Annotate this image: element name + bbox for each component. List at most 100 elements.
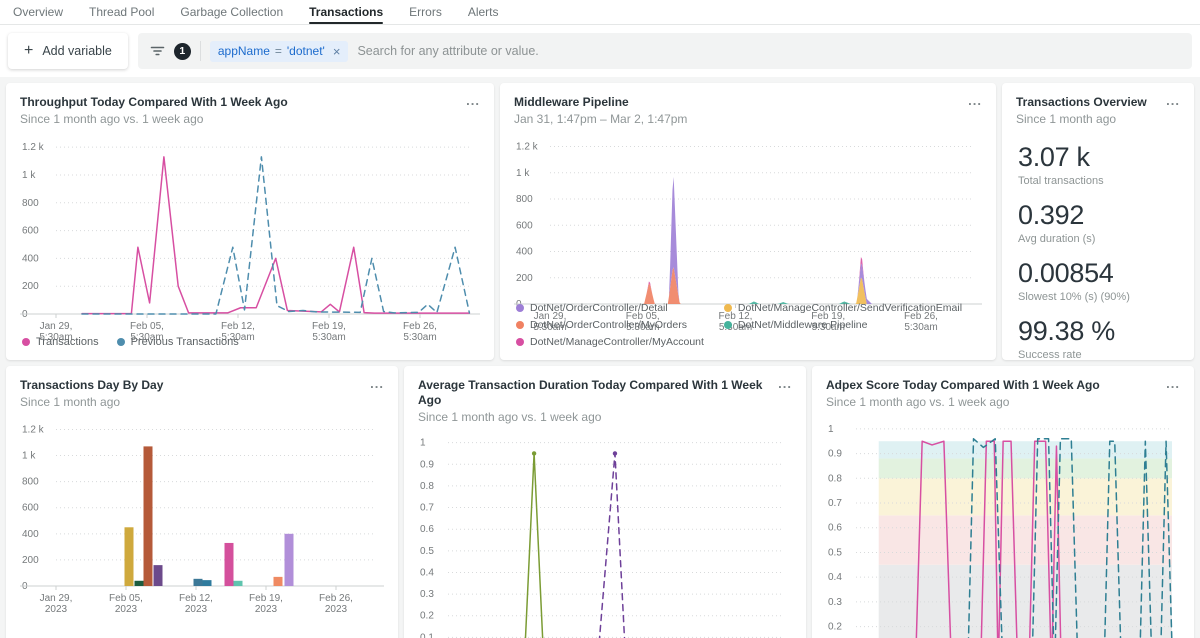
svg-text:800: 800 [22,198,39,209]
panel-title: Average Transaction Duration Today Compa… [418,378,770,408]
svg-text:1 k: 1 k [22,170,36,181]
legend-item[interactable]: DotNet/OrderController/Detail [516,302,704,314]
svg-text:Feb 12,: Feb 12, [221,321,255,332]
panel-subtitle: Since 1 month ago vs. 1 week ago [826,395,1100,409]
svg-text:Feb 26,: Feb 26, [403,321,437,332]
legend-dot-icon [516,321,524,329]
billboard: 3.07 k Total transactions 0.392 Avg dura… [1016,130,1180,360]
svg-text:0.3: 0.3 [828,597,842,608]
svg-text:0.3: 0.3 [420,589,434,600]
svg-text:200: 200 [22,281,39,292]
svg-text:0.4: 0.4 [828,572,842,583]
svg-text:0.8: 0.8 [828,473,842,484]
svg-text:2023: 2023 [45,604,68,615]
svg-text:Feb 26,: Feb 26, [319,593,353,604]
panel-subtitle: Jan 31, 1:47pm – Mar 2, 1:47pm [514,112,687,126]
svg-text:800: 800 [22,477,39,488]
svg-text:0.2: 0.2 [420,611,434,622]
svg-text:400: 400 [22,253,39,264]
filter-funnel-icon[interactable] [150,44,165,58]
panel-day-by-day: Transactions Day By Day Since 1 month ag… [6,366,398,638]
svg-text:1 k: 1 k [516,168,530,179]
panel-menu-button[interactable]: ... [362,378,384,388]
svg-text:1.2 k: 1.2 k [22,424,45,435]
chart-canvas: 02004006008001 k1.2 kJan 29,5:30amFeb 05… [20,130,480,344]
panel-subtitle: Since 1 month ago vs. 1 week ago [418,410,770,424]
legend-item[interactable]: Transactions [22,336,99,348]
metric-value: 3.07 k [1018,142,1180,173]
panel-subtitle: Since 1 month ago vs. 1 week ago [20,112,288,126]
svg-text:1: 1 [828,424,834,435]
panel-middleware-pipeline: Middleware Pipeline Jan 31, 1:47pm – Mar… [500,83,996,360]
middleware-chart: 02004006008001 k1.2 kJan 29,5:30amFeb 05… [514,130,982,298]
day-by-day-chart: 02004006008001 k1.2 kJan 29,2023Feb 05,2… [20,413,384,638]
svg-text:0.9: 0.9 [828,449,842,460]
add-variable-label: Add variable [42,44,112,58]
tab-overview[interactable]: Overview [13,0,63,24]
filter-chip[interactable]: appName = 'dotnet' × [210,41,349,62]
chip-value: 'dotnet' [287,44,325,58]
tab-garbage-collection[interactable]: Garbage Collection [180,0,283,24]
svg-text:0.8: 0.8 [420,481,434,492]
attribute-search-input[interactable] [357,44,1180,58]
panel-menu-button[interactable]: ... [458,95,480,105]
tab-transactions[interactable]: Transactions [309,0,383,24]
metric-success-rate: 99.38 % Success rate [1018,316,1180,360]
svg-text:2023: 2023 [255,604,278,615]
legend-item[interactable]: DotNet/ManageController/MyAccount [516,336,704,348]
add-variable-button[interactable]: + Add variable [8,33,128,69]
panel-menu-button[interactable]: ... [1158,378,1180,388]
svg-text:Feb 19,: Feb 19, [312,321,346,332]
legend-item[interactable]: Previous Transactions [117,336,239,348]
svg-text:0.7: 0.7 [828,498,842,509]
middleware-legend: DotNet/OrderController/Detail DotNet/Orde… [514,298,982,348]
tab-thread-pool[interactable]: Thread Pool [89,0,154,24]
svg-text:600: 600 [516,220,533,231]
filter-bar: 1 appName = 'dotnet' × [138,33,1192,69]
chip-close-icon[interactable]: × [333,44,341,59]
tab-alerts[interactable]: Alerts [468,0,499,24]
panel-transactions-overview: Transactions Overview Since 1 month ago … [1002,83,1194,360]
metric-value: 99.38 % [1018,316,1180,347]
metric-value: 0.00854 [1018,258,1180,289]
chip-operator: = [275,44,282,58]
svg-text:0.6: 0.6 [828,523,842,534]
svg-text:2023: 2023 [325,604,348,615]
chart-canvas: 00.10.20.30.40.50.60.70.80.91Jan 29,5:30… [418,428,792,638]
metric-label: Total transactions [1018,175,1180,187]
legend-item[interactable]: DotNet/ManageController/SendVerification… [724,302,962,314]
panel-menu-button[interactable]: ... [1158,95,1180,105]
panel-subtitle: Since 1 month ago [1016,112,1147,126]
svg-text:1.2 k: 1.2 k [516,142,539,153]
svg-text:1 k: 1 k [22,451,36,462]
throughput-legend: Transactions Previous Transactions [20,332,480,348]
svg-text:2023: 2023 [185,604,208,615]
panel-menu-button[interactable]: ... [960,95,982,105]
panel-title: Middleware Pipeline [514,95,687,110]
legend-item[interactable]: DotNet/OrderController/MyOrders [516,319,704,331]
dashboard-board: Throughput Today Compared With 1 Week Ag… [0,77,1200,638]
svg-text:200: 200 [516,273,533,284]
tab-errors[interactable]: Errors [409,0,442,24]
legend-dot-icon [724,321,732,329]
svg-text:600: 600 [22,226,39,237]
panel-throughput: Throughput Today Compared With 1 Week Ag… [6,83,494,360]
panel-subtitle: Since 1 month ago [20,395,163,409]
metric-label: Success rate [1018,349,1180,360]
legend-dot-icon [516,338,524,346]
svg-text:0.7: 0.7 [420,503,434,514]
dashboard-tab-bar: Overview Thread Pool Garbage Collection … [0,0,1200,25]
legend-item[interactable]: DotNet/Middleware Pipeline [724,319,962,331]
metric-avg-duration: 0.392 Avg duration (s) [1018,200,1180,245]
chart-canvas: 02004006008001 k1.2 kJan 29,2023Feb 05,2… [20,413,384,616]
svg-text:200: 200 [22,555,39,566]
panel-menu-button[interactable]: ... [770,378,792,388]
divider [200,41,201,61]
svg-text:600: 600 [22,503,39,514]
chip-attribute: appName [218,44,270,58]
legend-dot-icon [117,338,125,346]
panel-title: Adpex Score Today Compared With 1 Week A… [826,378,1100,393]
panel-title: Transactions Day By Day [20,378,163,393]
svg-text:0.5: 0.5 [828,547,842,558]
svg-text:800: 800 [516,194,533,205]
